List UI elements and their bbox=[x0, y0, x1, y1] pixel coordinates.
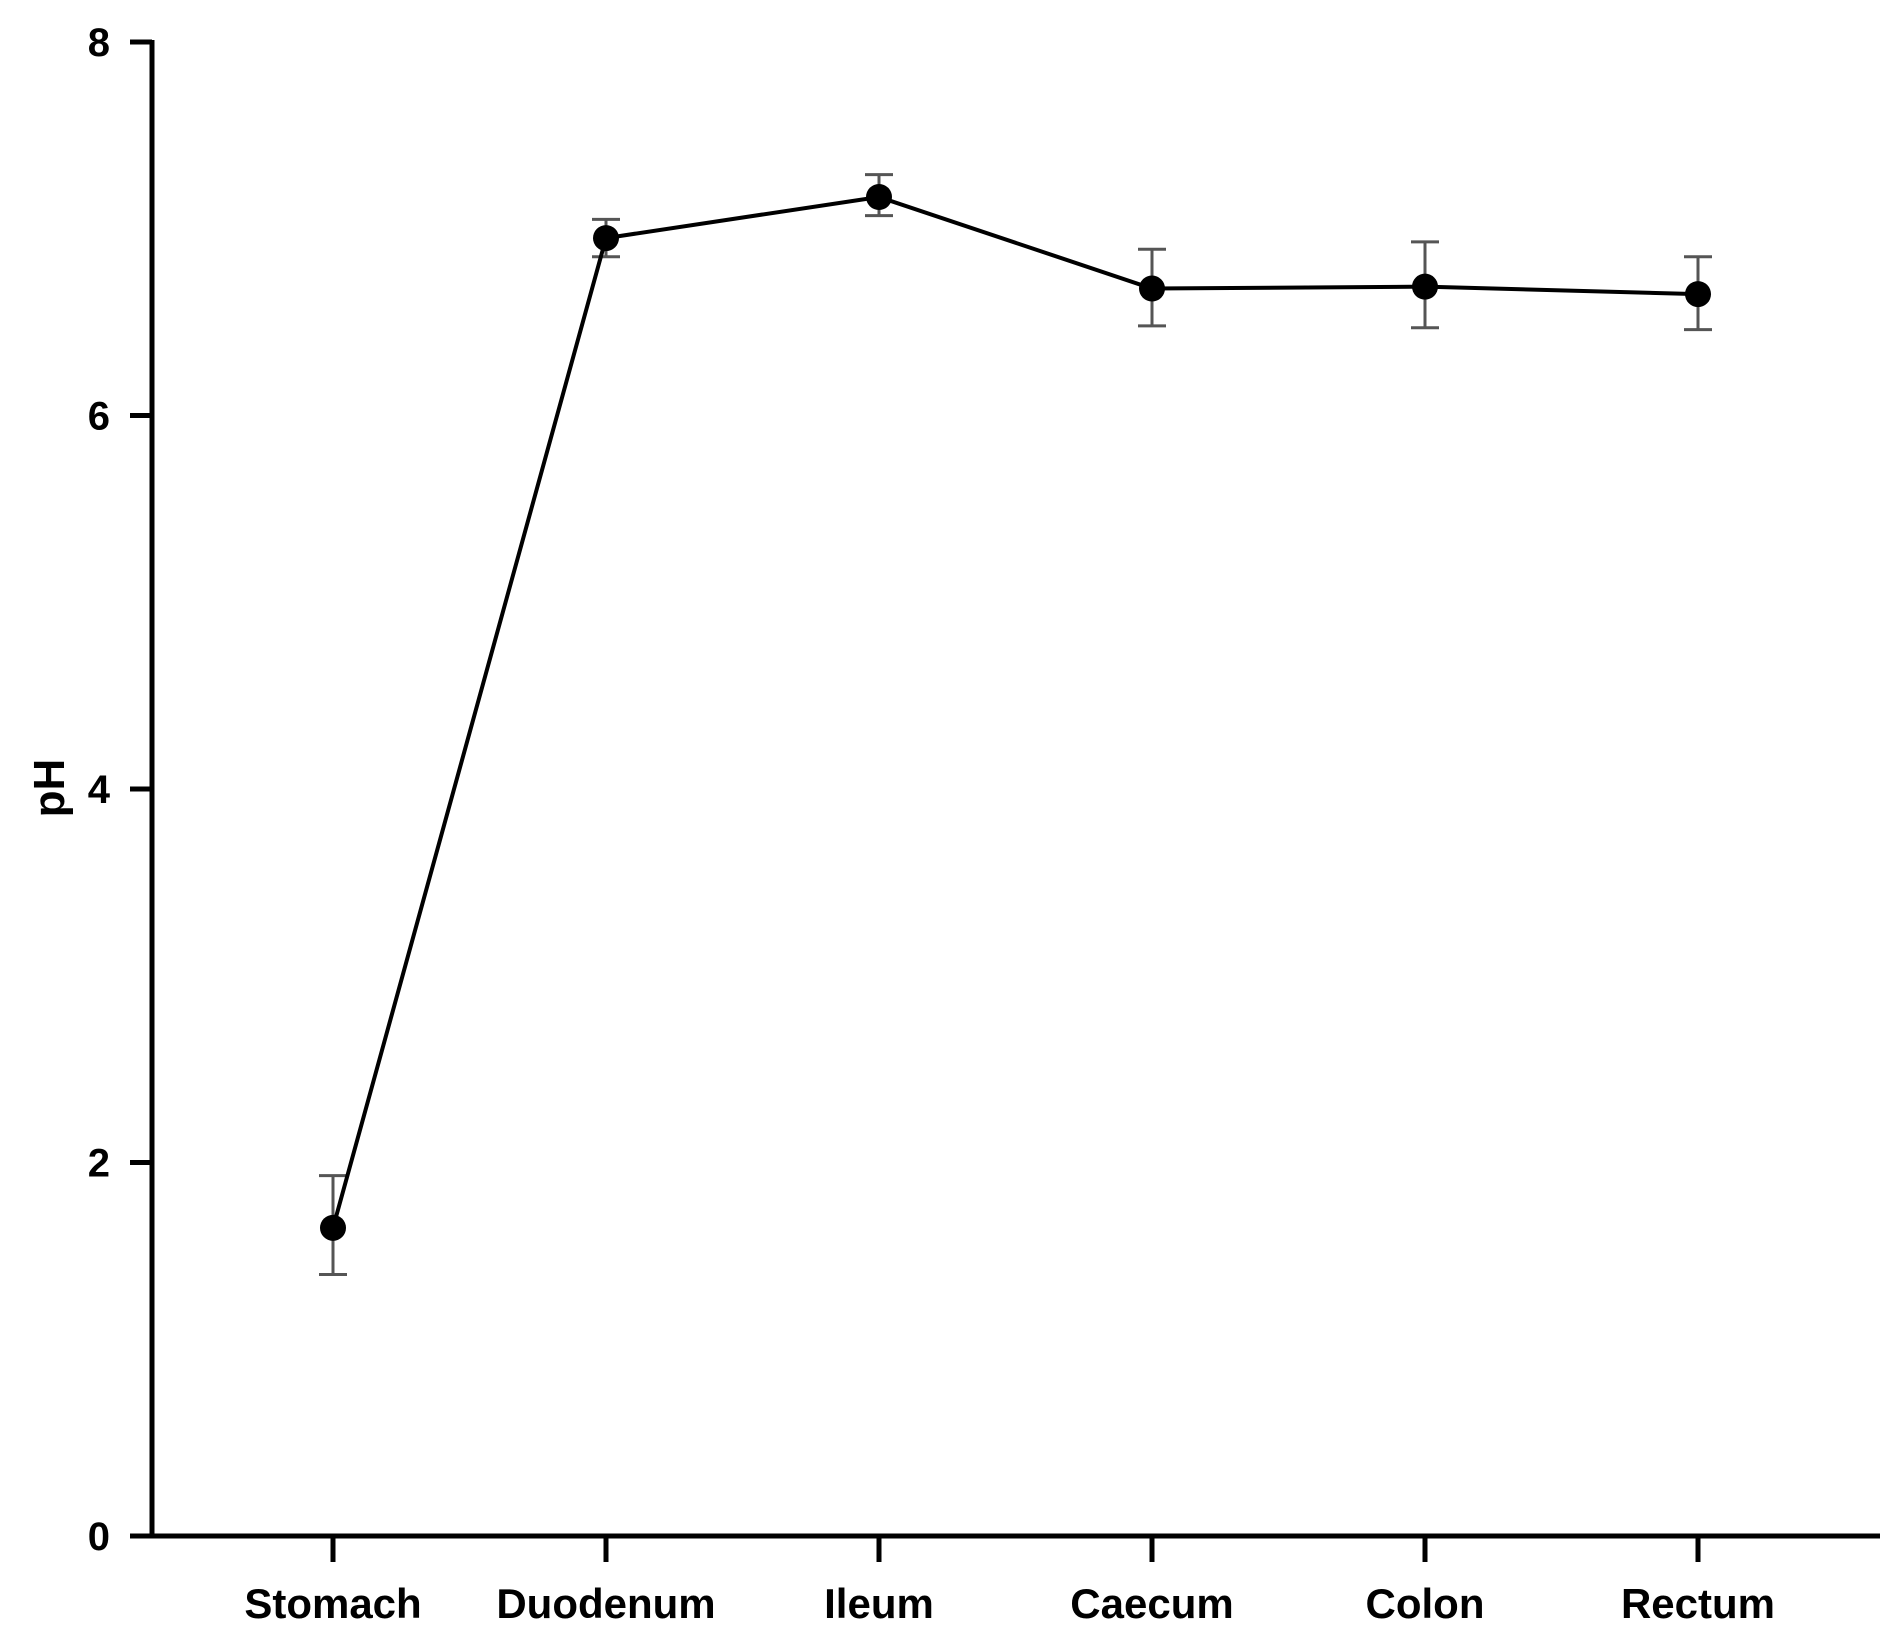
data-point bbox=[1139, 275, 1165, 302]
x-ticks: Stomach Duodenum Ileum Caecum Colon Rectum bbox=[244, 1536, 1775, 1627]
y-tick-label: 8 bbox=[88, 21, 110, 65]
x-tick-label: Stomach bbox=[244, 1580, 421, 1627]
data-point bbox=[866, 184, 892, 211]
y-tick-label: 6 bbox=[88, 395, 110, 439]
data-point bbox=[320, 1214, 346, 1241]
x-tick-label: Rectum bbox=[1621, 1580, 1775, 1627]
data-point bbox=[1412, 273, 1438, 300]
y-tick-label: 2 bbox=[88, 1142, 110, 1186]
x-tick-label: Duodenum bbox=[496, 1580, 715, 1627]
data-point bbox=[593, 225, 619, 252]
y-tick-label: 0 bbox=[88, 1515, 110, 1559]
y-ticks: 0 2 4 6 8 bbox=[88, 21, 152, 1559]
y-axis-title: pH bbox=[25, 759, 74, 818]
x-tick-label: Caecum bbox=[1070, 1580, 1233, 1627]
x-tick-label: Ileum bbox=[824, 1580, 934, 1627]
axes bbox=[149, 40, 1880, 1539]
data-point bbox=[1685, 281, 1711, 308]
y-tick-label: 4 bbox=[88, 768, 111, 812]
series-layer bbox=[319, 173, 1712, 1277]
x-tick-label: Colon bbox=[1366, 1580, 1485, 1627]
series-line bbox=[331, 195, 1699, 1229]
